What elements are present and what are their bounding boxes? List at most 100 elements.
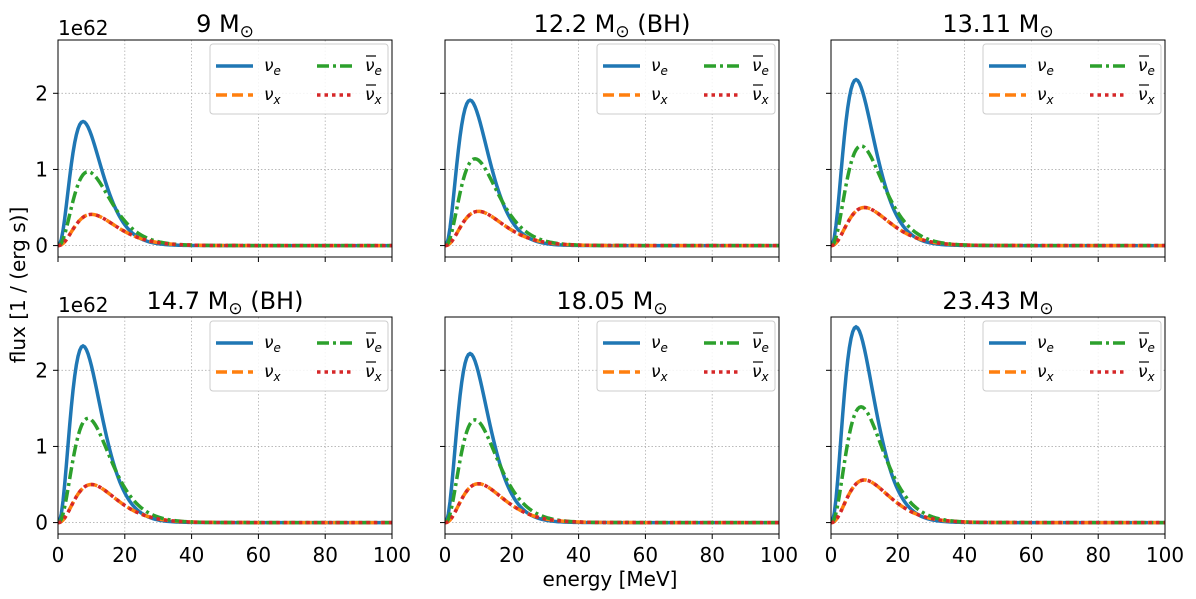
series-line-nubar_x [58,212,392,248]
legend-box [596,320,776,392]
legend-box [982,320,1162,392]
x-axis-label: energy [MeV] [543,567,678,591]
subplot-1: 0 1 2 1e62 9 M⊙ νe νx νe νx [35,10,393,262]
series-line-nubar_x [58,482,392,525]
series-line-nubar_x [445,209,779,248]
legend-label-nubar_e: νe [752,56,769,78]
y-tick-label: 0 [35,234,48,258]
x-tick-label: 80 [1085,543,1110,567]
x-tick-label: 100 [760,543,798,567]
offset-text: 1e62 [58,16,108,40]
subplot-4: 0 20 40 60 80 100 0 1 2 1e62 14.7 M⊙ (BH) νe νx νe νx [35,287,411,567]
series-line-nu_x [58,482,392,525]
x-tick-label: 80 [699,543,724,567]
x-tick-label: 20 [112,543,137,567]
y-tick-label: 2 [35,358,48,382]
legend-label-nu_e: νe [1037,333,1054,355]
subplot-title: 12.2 M⊙ (BH) [534,10,691,42]
legend-label-nubar_x: νx [1138,362,1156,384]
legend-box [209,320,389,392]
series-line-nu_x [58,212,392,248]
series-line-nu_e [445,98,779,248]
legend-label-nu_x: νx [1037,362,1055,384]
legend-label-nu_e: νe [651,333,668,355]
legend-label-nu_x: νx [1037,85,1055,107]
legend-label-nubar_x: νx [365,362,383,384]
legend-label-nu_x: νx [264,362,282,384]
y-tick-label: 2 [35,81,48,105]
x-tick-label: 20 [885,543,910,567]
axes-frame [830,39,1166,258]
series-line-nubar_e [831,405,1165,525]
legend-label-nubar_e: νe [1138,56,1155,78]
series-line-nubar_e [831,144,1165,248]
legend-label-nubar_x: νx [752,85,770,107]
subplot-title: 23.43 M⊙ [942,287,1053,319]
series-line-nubar_e [58,169,392,248]
legend-label-nubar_x: νx [752,362,770,384]
legend-label-nubar_e: νe [752,333,769,355]
x-tick-label: 40 [179,543,204,567]
legend: νe νx νe νx [209,320,389,392]
axes-frame [444,39,780,258]
axes-frame [57,39,393,258]
series-lines [445,351,779,525]
series-line-nubar_x [445,481,779,525]
series-lines [445,98,779,248]
legend-label-nu_x: νx [651,362,669,384]
legend: νe νx νe νx [982,320,1162,392]
x-tick-label: 40 [566,543,591,567]
subplot-3: 13.11 M⊙ νe νx νe νx [826,10,1166,262]
legend-label-nu_e: νe [1037,56,1054,78]
series-lines [831,324,1165,525]
x-tick-label: 100 [1146,543,1184,567]
x-tick-label: 0 [825,543,838,567]
subplot-6: 0 20 40 60 80 100 23.43 M⊙ νe νx νe νx [825,287,1184,567]
series-line-nu_x [445,209,779,248]
legend-label-nubar_e: νe [365,333,382,355]
series-line-nubar_e [445,156,779,248]
axes-frame [830,316,1166,535]
legend-label-nu_e: νe [651,56,668,78]
legend: νe νx νe νx [209,43,389,115]
series-line-nu_x [831,478,1165,525]
series-line-nubar_e [445,417,779,525]
legend-label-nubar_x: νx [1138,85,1156,107]
x-tick-label: 0 [439,543,452,567]
series-line-nu_x [831,205,1165,248]
legend-label-nu_x: νx [264,85,282,107]
series-line-nu_e [58,119,392,248]
legend-label-nu_x: νx [651,85,669,107]
x-tick-label: 100 [373,543,411,567]
x-tick-label: 60 [1019,543,1044,567]
x-tick-label: 40 [952,543,977,567]
series-lines [58,119,392,248]
subplot-title: 18.05 M⊙ [556,287,667,319]
x-tick-label: 60 [633,543,658,567]
legend-box [209,43,389,115]
axes-frame [57,316,393,535]
series-line-nubar_e [58,416,392,525]
legend-box [596,43,776,115]
legend-label-nubar_e: νe [365,56,382,78]
axes-frame [444,316,780,535]
legend-box [982,43,1162,115]
offset-text: 1e62 [58,293,108,317]
legend: νe νx νe νx [596,320,776,392]
legend: νe νx νe νx [596,43,776,115]
y-tick-label: 1 [35,157,48,181]
series-lines [831,77,1165,248]
y-tick-label: 0 [35,511,48,535]
y-tick-label: 1 [35,434,48,458]
legend-label-nu_e: νe [264,333,281,355]
subplot-title: 9 M⊙ [196,10,254,42]
subplot-title: 14.7 M⊙ (BH) [147,287,304,319]
subplot-2: 12.2 M⊙ (BH) νe νx νe νx [440,10,780,262]
series-line-nubar_x [831,205,1165,248]
x-tick-label: 80 [312,543,337,567]
series-line-nu_x [445,481,779,525]
legend-label-nubar_x: νx [365,85,383,107]
legend-label-nubar_e: νe [1138,333,1155,355]
